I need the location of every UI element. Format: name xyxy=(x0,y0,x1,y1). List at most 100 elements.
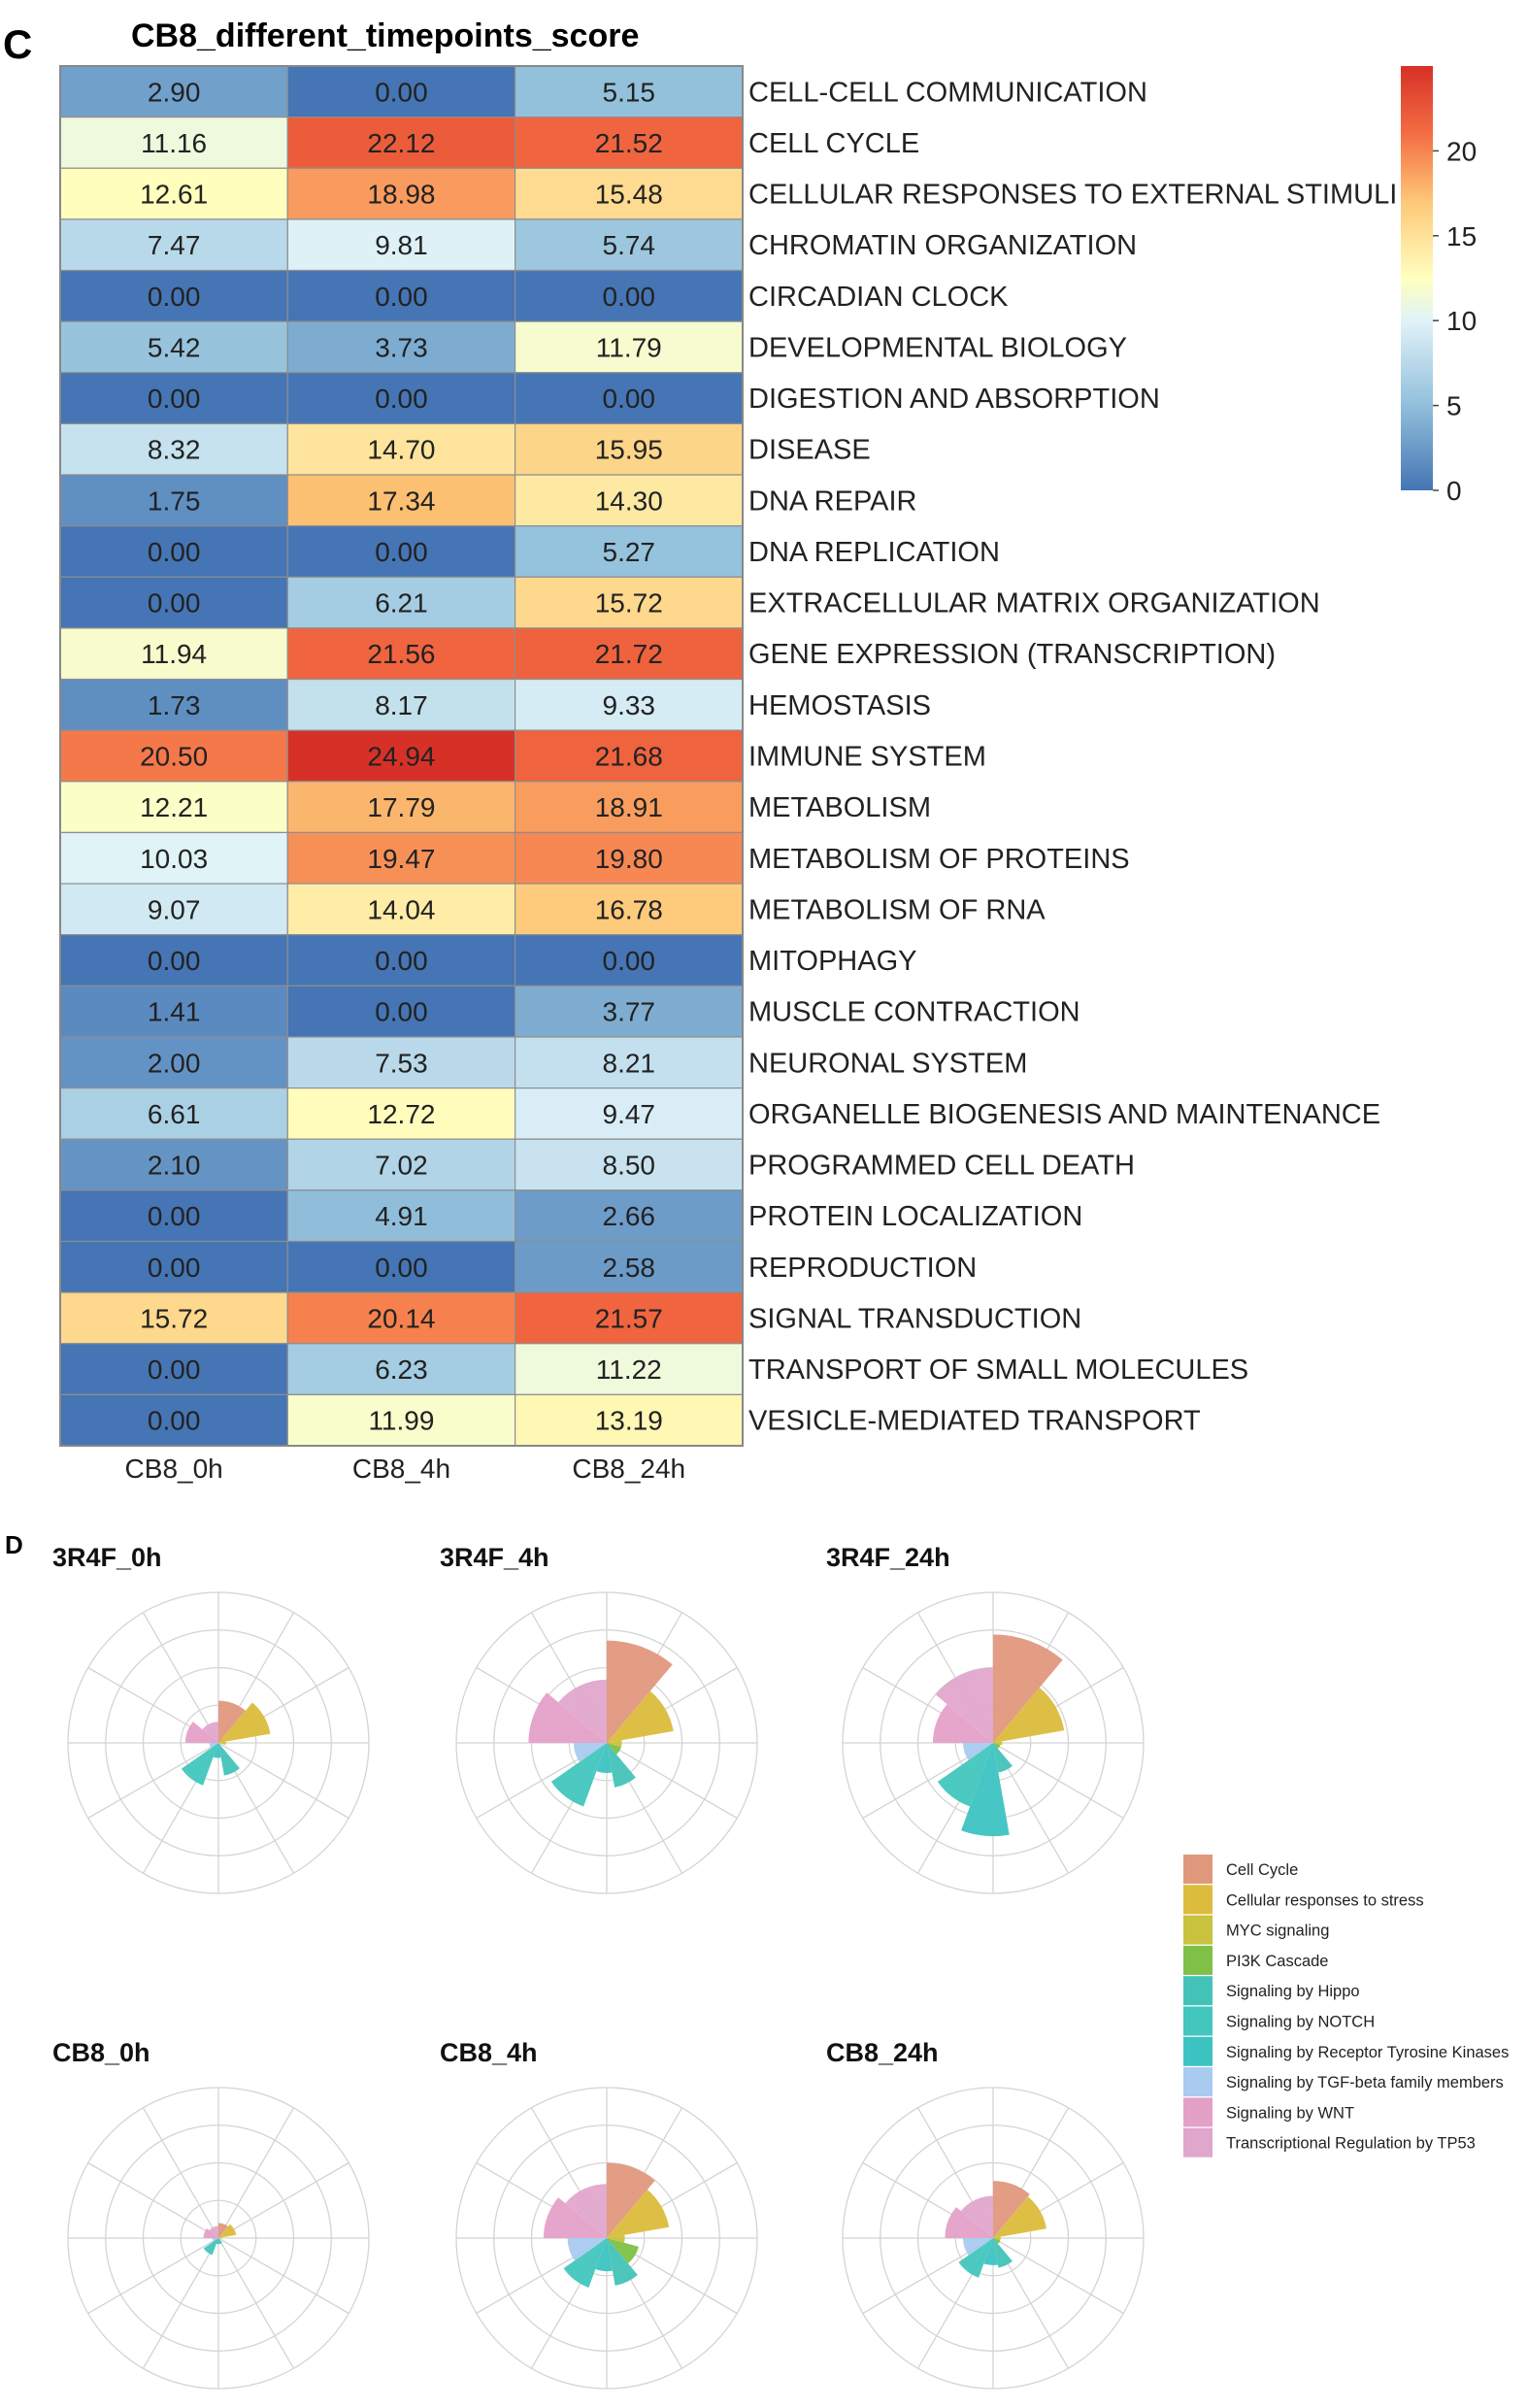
heatmap-cell xyxy=(286,1291,516,1345)
polar-bar-cellular-responses-to-stress xyxy=(607,2190,670,2238)
heatmap-row-label: METABOLISM xyxy=(748,792,931,823)
heatmap-cell xyxy=(286,65,516,118)
legend-label: Cell Cycle xyxy=(1226,1861,1298,1879)
heatmap-border xyxy=(59,65,744,1447)
heatmap-cell xyxy=(514,627,744,681)
polar-chart-title: 3R4F_24h xyxy=(826,1543,950,1572)
legend-swatch xyxy=(1183,2036,1212,2066)
polar-bar-signaling-by-receptor-tyrosine-kinases xyxy=(216,2238,220,2245)
heatmap-row-label: IMMUNE SYSTEM xyxy=(748,742,986,773)
heatmap-cell xyxy=(286,1189,516,1243)
heatmap-cell-value: 0.00 xyxy=(603,282,656,312)
heatmap-cell-value: 6.23 xyxy=(375,1354,428,1385)
heatmap-cell-value: 0.00 xyxy=(148,282,201,312)
heatmap-cell xyxy=(286,1343,516,1395)
heatmap-cell-value: 20.14 xyxy=(367,1303,435,1333)
heatmap-row-label: CELL CYCLE xyxy=(748,128,919,159)
polar-grid-spoke xyxy=(992,2237,1124,2315)
polar-bar-pi3k-cascade xyxy=(607,1743,621,1755)
polar-bar-transcriptional-regulation-by-tp53 xyxy=(209,2225,218,2238)
polar-chart-title: 3R4F_4h xyxy=(440,1543,549,1572)
colorbar-tick-label: 20 xyxy=(1446,136,1477,166)
heatmap-cell xyxy=(286,985,516,1038)
heatmap-cell xyxy=(59,1393,288,1447)
polar-bar-cellular-responses-to-stress xyxy=(993,1688,1065,1743)
heatmap-cell xyxy=(514,883,744,936)
heatmap-cell-value: 1.75 xyxy=(148,485,201,516)
heatmap-cell xyxy=(286,372,516,425)
colorbar-tick-label: 10 xyxy=(1446,306,1477,336)
heatmap-cell xyxy=(514,372,744,425)
heatmap-row-label: DISEASE xyxy=(748,435,871,466)
heatmap-cell xyxy=(59,576,288,629)
heatmap-cell-value: 16.78 xyxy=(595,894,663,924)
heatmap-cell-value: 11.79 xyxy=(596,332,662,362)
heatmap-cell-value: 6.61 xyxy=(148,1099,201,1129)
legend-swatch xyxy=(1183,1976,1212,2006)
legend-label: Signaling by WNT xyxy=(1226,2104,1354,2122)
heatmap-cell-value: 0.00 xyxy=(603,946,656,976)
heatmap-cell-value: 9.07 xyxy=(148,894,201,924)
heatmap-cell-value: 19.80 xyxy=(595,844,663,874)
heatmap-cell-value: 24.94 xyxy=(367,742,435,772)
heatmap-cell xyxy=(286,525,516,578)
heatmap-cell-value: 11.94 xyxy=(141,639,207,669)
polar-bar-myc-signaling xyxy=(993,2236,1001,2241)
colorbar-ticks: 20 15 10 5 0 xyxy=(1433,136,1477,506)
heatmap-cell xyxy=(59,474,288,527)
legend-label: Cellular responses to stress xyxy=(1226,1891,1424,1909)
heatmap-cell-value: 0.00 xyxy=(375,946,428,976)
polar-bar-signaling-by-hippo xyxy=(993,2238,1013,2268)
polar-panels: 3R4F_0h 3R4F_4h 3R4F_24h CB8_0h CB8_4h CB8_24… xyxy=(52,1543,1145,2390)
heatmap-row-label: SIGNAL TRANSDUCTION xyxy=(748,1303,1081,1334)
heatmap-cell-value: 21.52 xyxy=(595,128,663,158)
polar-bar-myc-signaling xyxy=(218,2237,222,2239)
polar-bar-signaling-by-hippo xyxy=(607,1743,636,1788)
heatmap-cell-value: 2.10 xyxy=(148,1151,201,1181)
polar-chart: 3R4F_0h xyxy=(52,1543,370,1894)
heatmap-cell-value: 0.00 xyxy=(603,384,656,414)
polar-grid-spoke xyxy=(217,2107,295,2239)
heatmap-cell xyxy=(286,1036,516,1089)
legend-label: Signaling by TGF-beta family members xyxy=(1226,2074,1504,2091)
polar-bar-signaling-by-wnt xyxy=(184,1722,218,1743)
heatmap-cell-value: 0.00 xyxy=(375,1253,428,1283)
polar-grid-spoke xyxy=(217,2237,349,2315)
legend-swatch xyxy=(1183,2127,1212,2157)
legend-swatch xyxy=(1183,1855,1212,1884)
heatmap-cell xyxy=(514,1343,744,1395)
heatmap-cell xyxy=(514,218,744,272)
heatmap-cell-value: 5.74 xyxy=(603,230,656,260)
heatmap-cell-value: 18.98 xyxy=(367,180,435,210)
heatmap-row-label: VESICLE-MEDIATED TRANSPORT xyxy=(748,1406,1201,1437)
heatmap-row-label: CHROMATIN ORGANIZATION xyxy=(748,230,1137,261)
heatmap-cell-value: 12.72 xyxy=(367,1099,435,1129)
heatmap-cell-value: 7.02 xyxy=(375,1151,428,1181)
heatmap-row-label: MITOPHAGY xyxy=(748,946,917,977)
heatmap-cell xyxy=(286,167,516,220)
polar-bar-signaling-by-wnt xyxy=(933,1704,993,1743)
heatmap-cell xyxy=(514,117,744,169)
heatmap-cell xyxy=(59,1087,288,1140)
polar-grid-spoke xyxy=(217,2161,349,2239)
heatmap-row-label: PROGRAMMED CELL DEATH xyxy=(748,1151,1135,1182)
heatmap-cell-value: 3.73 xyxy=(375,332,428,362)
heatmap-cell xyxy=(59,831,288,885)
heatmap-cell xyxy=(514,781,744,834)
heatmap-cell xyxy=(286,627,516,681)
heatmap-cell-value: 0.00 xyxy=(148,946,201,976)
polar-grid-spoke xyxy=(142,1612,219,1744)
legend-swatch xyxy=(1183,1915,1212,1945)
heatmap-cell xyxy=(286,883,516,936)
heatmap-column-label: CB8_24h xyxy=(572,1454,685,1484)
polar-grid-spoke xyxy=(217,2237,295,2369)
heatmap-cell-value: 8.17 xyxy=(375,690,428,720)
polar-grid-spoke xyxy=(217,1742,349,1820)
heatmap-cell-value: 12.21 xyxy=(140,792,208,822)
colorbar-tick-label: 0 xyxy=(1446,476,1462,506)
polar-bar-cell-cycle xyxy=(993,1634,1063,1743)
panel-d-label: D xyxy=(5,1530,23,1559)
heatmap-cell-value: 9.33 xyxy=(603,690,656,720)
heatmap-cell xyxy=(286,422,516,476)
